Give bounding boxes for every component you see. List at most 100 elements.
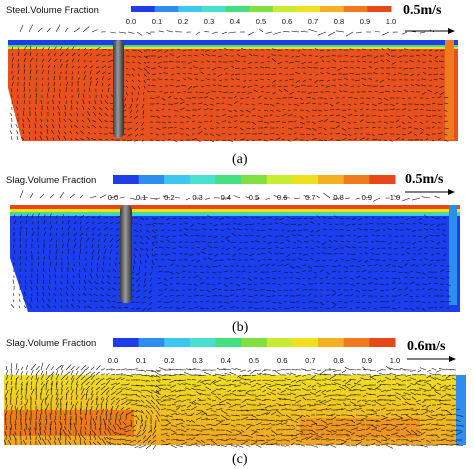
velocity-vector	[434, 391, 442, 396]
velocity-vector	[130, 393, 138, 396]
velocity-vector	[73, 227, 75, 231]
velocity-vector	[415, 379, 422, 383]
velocity-vector	[411, 216, 417, 219]
colorbar-segment	[189, 338, 217, 347]
velocity-vector	[160, 432, 168, 436]
velocity-vector	[237, 389, 242, 392]
velocity-vector	[57, 130, 61, 135]
velocity-vector	[79, 226, 82, 231]
velocity-vector	[85, 389, 89, 396]
velocity-vectors-a	[9, 45, 449, 143]
velocity-vector	[217, 305, 223, 309]
velocity-vector	[191, 96, 197, 99]
velocity-vector	[109, 234, 113, 237]
surface-vectors-b	[19, 190, 441, 202]
velocity-vector	[85, 221, 89, 225]
velocity-vector	[233, 109, 237, 113]
velocity-vector	[132, 429, 137, 432]
velocity-vector	[248, 223, 255, 225]
velocity-vector	[10, 304, 15, 309]
velocity-vector	[102, 261, 105, 267]
velocity-vector	[335, 125, 340, 129]
velocity-vector	[97, 255, 100, 261]
velocity-vector	[223, 91, 229, 93]
velocity-vector	[375, 387, 382, 391]
velocity-vector	[36, 297, 39, 303]
velocity-vector	[74, 408, 77, 416]
velocity-vector	[443, 97, 449, 99]
velocity-vector	[118, 419, 122, 426]
velocity-vector	[140, 409, 145, 415]
velocity-vector	[133, 139, 139, 142]
velocity-vector	[255, 429, 261, 431]
velocity-vector	[65, 393, 68, 401]
velocity-vector	[83, 47, 87, 51]
velocity-vector	[175, 439, 182, 441]
velocity-vector	[193, 275, 199, 279]
velocity-vector	[107, 288, 111, 291]
velocity-vector	[418, 387, 427, 391]
velocity-vector	[323, 115, 327, 117]
velocity-vector	[256, 373, 262, 376]
velocity-vector	[379, 79, 385, 83]
velocity-vector	[106, 440, 112, 446]
velocity-vector	[247, 295, 254, 297]
velocity-vector	[439, 283, 443, 286]
velocity-vector	[370, 442, 376, 446]
velocity-vector	[351, 258, 357, 261]
velocity-vector	[175, 85, 181, 88]
velocity-vector	[301, 61, 307, 65]
velocity-vector	[100, 404, 103, 411]
colorbar-ticks-b: 0.0 0.1 0.2 0.3 0.4 0.5 0.6 0.7 0.8 0.9 1.0	[108, 193, 400, 202]
velocity-vector	[49, 428, 52, 436]
velocity-vector	[31, 239, 33, 243]
velocity-vector	[259, 277, 264, 281]
velocity-vector	[235, 67, 241, 69]
velocity-vector	[110, 373, 116, 376]
velocity-vector	[315, 73, 319, 76]
velocity-vector	[36, 273, 39, 279]
velocity-vector	[324, 383, 332, 386]
velocity-vector	[62, 429, 67, 436]
colorbar-segment	[215, 338, 242, 347]
velocity-vector	[237, 91, 241, 93]
velocity-vector	[103, 245, 106, 249]
velocity-vector	[261, 247, 267, 249]
velocity-vector	[189, 368, 197, 371]
velocity-vector	[125, 67, 129, 70]
velocity-vector	[316, 382, 322, 386]
velocity-vector	[283, 88, 289, 93]
velocity-vector	[396, 382, 402, 386]
velocity-vector	[311, 121, 316, 125]
velocity-vector	[41, 77, 44, 81]
velocity-vector	[54, 286, 57, 291]
colorbar-tick-label: 1.0	[390, 193, 400, 202]
velocity-vector	[67, 225, 71, 231]
velocity-vector	[297, 234, 303, 237]
velocity-vector	[123, 424, 132, 429]
velocity-vector	[325, 429, 332, 433]
velocity-vector	[70, 385, 73, 391]
velocity-vector	[77, 305, 81, 309]
velocity-vector	[275, 133, 280, 136]
velocity-vector	[345, 197, 351, 199]
velocity-vector	[120, 378, 125, 381]
velocity-vector	[147, 84, 151, 87]
velocity-vector	[259, 73, 265, 75]
velocity-vector	[330, 424, 339, 427]
velocity-vector	[40, 111, 43, 117]
velocity-vector	[394, 374, 402, 377]
velocity-vector	[8, 439, 12, 446]
velocity-vector	[65, 380, 69, 386]
velocity-vector	[245, 399, 252, 401]
velocity-vector	[35, 53, 39, 57]
velocity-vector	[387, 47, 391, 51]
velocity-vector	[88, 280, 93, 285]
velocity-vector	[421, 287, 425, 291]
velocity-vector	[95, 80, 99, 87]
velocity-vector	[203, 127, 207, 130]
velocity-vector	[170, 424, 178, 428]
velocity-vector	[335, 443, 343, 446]
velocity-vector	[320, 426, 329, 431]
velocity-vector	[301, 283, 306, 286]
